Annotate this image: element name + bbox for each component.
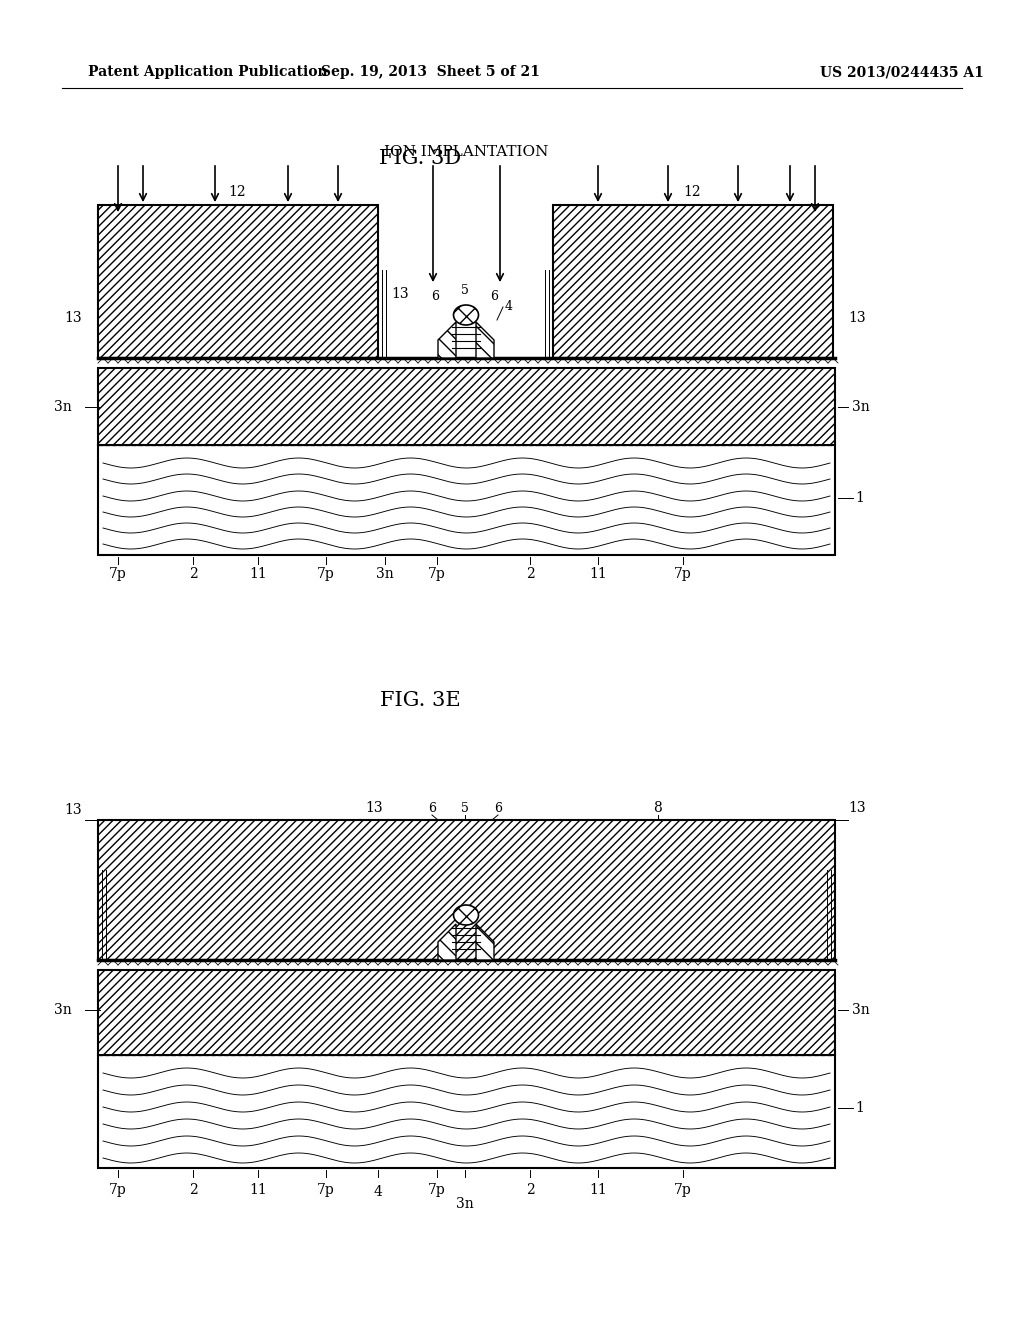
Text: FIG. 3E: FIG. 3E	[380, 690, 461, 710]
Text: 3n: 3n	[54, 400, 72, 414]
Bar	[98, 1055, 835, 1168]
Text: 7p: 7p	[110, 568, 127, 581]
Text: 8: 8	[653, 801, 663, 814]
Text: 1: 1	[855, 1101, 864, 1115]
Bar	[98, 970, 835, 1055]
Text: 3n: 3n	[456, 1197, 474, 1210]
Bar	[553, 205, 833, 358]
Text: Patent Application Publication: Patent Application Publication	[88, 65, 328, 79]
Text: 11: 11	[589, 568, 607, 581]
Text: 2: 2	[525, 568, 535, 581]
Text: 5: 5	[461, 284, 469, 297]
Bar	[98, 368, 835, 445]
Text: 5: 5	[461, 801, 469, 814]
Text: 11: 11	[249, 568, 267, 581]
Text: 11: 11	[249, 1183, 267, 1197]
Polygon shape	[438, 924, 456, 960]
Text: 7p: 7p	[674, 568, 692, 581]
Text: 13: 13	[65, 312, 82, 325]
Text: 7p: 7p	[317, 568, 335, 581]
Text: 7p: 7p	[428, 1183, 445, 1197]
Text: 3n: 3n	[376, 568, 394, 581]
Text: 13: 13	[65, 803, 82, 817]
Ellipse shape	[454, 305, 478, 325]
Text: 12: 12	[683, 185, 700, 199]
Text: US 2013/0244435 A1: US 2013/0244435 A1	[820, 65, 984, 79]
Text: 6: 6	[431, 290, 439, 304]
Bar	[98, 820, 835, 960]
Text: 6: 6	[490, 290, 498, 304]
Polygon shape	[438, 322, 456, 358]
Text: Sep. 19, 2013  Sheet 5 of 21: Sep. 19, 2013 Sheet 5 of 21	[321, 65, 540, 79]
Text: 4: 4	[374, 1185, 382, 1199]
Polygon shape	[476, 924, 494, 960]
Text: 7p: 7p	[674, 1183, 692, 1197]
Text: 2: 2	[188, 1183, 198, 1197]
Bar	[98, 205, 378, 358]
Text: 3n: 3n	[852, 1003, 869, 1016]
Text: 6: 6	[428, 801, 436, 814]
Text: 3n: 3n	[54, 1003, 72, 1016]
Text: 13: 13	[848, 801, 865, 814]
Text: 1: 1	[855, 491, 864, 506]
Text: 12: 12	[228, 185, 246, 199]
Text: 7p: 7p	[317, 1183, 335, 1197]
Text: 13: 13	[366, 801, 383, 814]
Text: 13: 13	[848, 312, 865, 325]
Text: FIG. 3D: FIG. 3D	[379, 149, 461, 168]
Text: 7p: 7p	[428, 568, 445, 581]
Text: 2: 2	[188, 568, 198, 581]
Ellipse shape	[454, 906, 478, 925]
Text: 7p: 7p	[110, 1183, 127, 1197]
Text: 2: 2	[525, 1183, 535, 1197]
Text: ION IMPLANTATION: ION IMPLANTATION	[384, 145, 548, 158]
Text: 6: 6	[494, 801, 502, 814]
Text: 11: 11	[589, 1183, 607, 1197]
Bar	[98, 445, 835, 554]
Text: 13: 13	[391, 286, 409, 301]
Polygon shape	[476, 322, 494, 358]
Text: 4: 4	[505, 301, 513, 314]
Text: 3n: 3n	[852, 400, 869, 414]
